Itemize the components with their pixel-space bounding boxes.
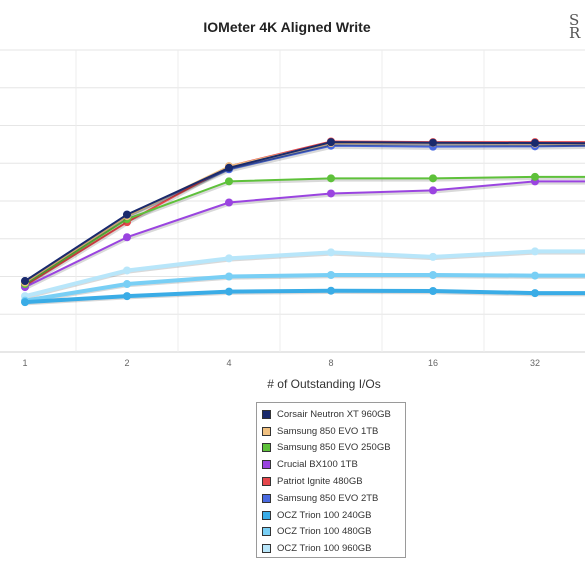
grid <box>0 49 585 353</box>
legend-label: OCZ Trion 100 480GB <box>277 526 372 538</box>
series-7 <box>21 270 585 305</box>
chart-title: IOMeter 4K Aligned Write <box>203 19 370 35</box>
data-point <box>429 138 437 147</box>
legend-swatch <box>262 443 271 453</box>
legend-item: Samsung 850 EVO 1TB <box>262 423 405 440</box>
series-line-shadow <box>24 143 585 286</box>
series-line <box>24 288 585 305</box>
data-point <box>531 172 539 181</box>
data-point <box>225 287 233 296</box>
legend-swatch <box>262 460 271 470</box>
series-0 <box>21 138 585 286</box>
legend-item: OCZ Trion 100 960GB <box>262 540 405 557</box>
legend-item: Samsung 850 EVO 2TB <box>262 490 405 507</box>
data-point <box>225 177 233 186</box>
x-tick-label: 1 <box>22 358 27 368</box>
legend-swatch <box>262 510 271 520</box>
data-point <box>123 280 131 289</box>
data-point <box>327 248 335 257</box>
series-6 <box>21 286 585 307</box>
x-axis-label: # of Outstanding I/Os <box>267 377 380 391</box>
legend-label: Samsung 850 EVO 250GB <box>277 442 391 454</box>
data-point <box>225 163 233 172</box>
legend-label: Samsung 850 EVO 2TB <box>277 492 379 504</box>
series-1 <box>21 139 585 287</box>
x-axis-ticks: 1248163264 <box>22 358 540 368</box>
data-point <box>429 270 437 279</box>
legend-label: Patriot Ignite 480GB <box>277 476 363 488</box>
data-point <box>225 198 233 207</box>
legend-label: OCZ Trion 100 960GB <box>277 543 372 555</box>
x-tick-label: 16 <box>428 358 438 368</box>
legend-label: Samsung 850 EVO 1TB <box>277 425 379 437</box>
legend-item: Crucial BX100 1TB <box>262 456 405 473</box>
data-point <box>429 186 437 195</box>
data-point <box>123 233 131 242</box>
data-point <box>429 252 437 261</box>
legend-label: OCZ Trion 100 240GB <box>277 509 372 521</box>
data-point <box>531 271 539 280</box>
data-point <box>531 139 539 148</box>
series-8 <box>21 247 585 301</box>
data-point <box>225 254 233 263</box>
data-point <box>327 174 335 183</box>
legend-swatch <box>262 527 271 537</box>
legend-label: Crucial BX100 1TB <box>277 459 358 471</box>
legend-swatch <box>262 426 271 436</box>
data-point <box>21 298 29 307</box>
data-point <box>531 247 539 256</box>
legend-item: OCZ Trion 100 240GB <box>262 507 405 524</box>
legend-item: OCZ Trion 100 480GB <box>262 524 405 541</box>
series-line <box>24 142 585 284</box>
legend-swatch <box>262 493 271 503</box>
legend-label: Corsair Neutron XT 960GB <box>277 408 391 420</box>
legend-item: Samsung 850 EVO 250GB <box>262 440 405 457</box>
x-tick-label: 8 <box>328 358 333 368</box>
legend-swatch <box>262 409 271 419</box>
x-tick-label: 2 <box>124 358 129 368</box>
legend-item: Patriot Ignite 480GB <box>262 473 405 490</box>
series-3 <box>21 177 585 292</box>
series-4 <box>21 137 585 290</box>
series-5 <box>21 141 585 286</box>
series-line-shadow <box>24 146 585 285</box>
data-point <box>327 138 335 147</box>
legend-swatch <box>262 477 271 487</box>
data-point <box>429 286 437 295</box>
series-line-shadow <box>24 142 585 285</box>
data-point <box>123 266 131 275</box>
x-tick-label: 32 <box>530 358 540 368</box>
data-point <box>531 289 539 298</box>
series-line-shadow <box>24 142 585 289</box>
data-point <box>21 277 29 286</box>
x-tick-label: 4 <box>226 358 231 368</box>
data-point <box>327 270 335 279</box>
series-line <box>24 144 585 282</box>
data-point <box>327 286 335 295</box>
data-point <box>123 292 131 301</box>
legend-item: Corsair Neutron XT 960GB <box>262 406 405 423</box>
legend-swatch <box>262 544 271 554</box>
data-point <box>123 210 131 219</box>
data-point <box>225 272 233 281</box>
series-group <box>21 137 585 307</box>
data-point <box>327 189 335 198</box>
chart-legend: Corsair Neutron XT 960GB Samsung 850 EVO … <box>256 402 406 558</box>
data-point <box>429 174 437 183</box>
